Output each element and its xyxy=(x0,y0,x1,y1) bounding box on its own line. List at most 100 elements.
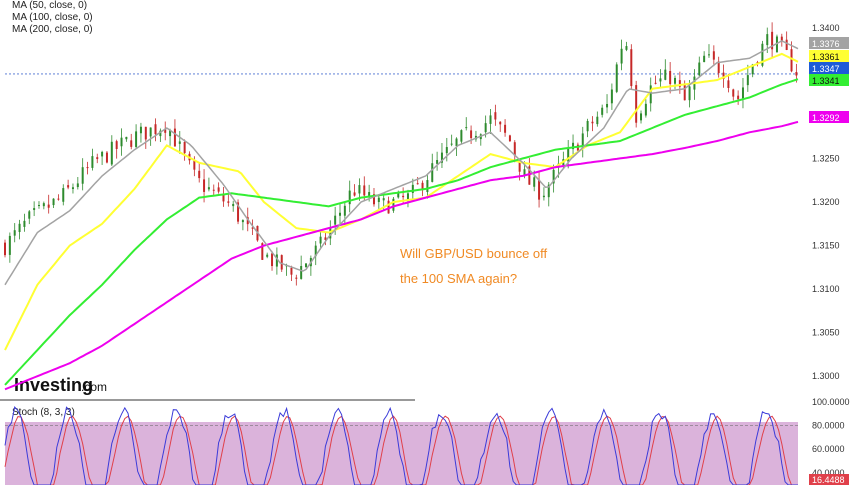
stoch-current-label: 16.4488 xyxy=(812,475,845,485)
candle-body xyxy=(86,167,89,169)
candle-body xyxy=(149,127,152,137)
price-tag: 1.3347 xyxy=(812,64,840,74)
candle-body xyxy=(717,61,720,74)
candle-body xyxy=(523,169,526,175)
candle-body xyxy=(460,130,463,142)
candle-body xyxy=(421,182,424,191)
ma-line-ma-50-close-0- xyxy=(4,52,799,351)
candle-body xyxy=(33,208,36,211)
candle-body xyxy=(669,70,672,85)
candle-body xyxy=(411,184,414,193)
candle-body xyxy=(246,217,249,225)
candle-body xyxy=(207,187,210,190)
candle-body xyxy=(440,152,443,163)
candle-body xyxy=(275,254,278,267)
candle-body xyxy=(620,48,623,64)
candle-body xyxy=(110,141,113,165)
ma-line-gray xyxy=(4,39,799,286)
candle-body xyxy=(348,190,351,205)
watermark-brand: Investing xyxy=(14,375,93,395)
legend-ma100: MA (100, close, 0) xyxy=(12,12,93,23)
price-axis-tick: 1.3200 xyxy=(812,197,840,207)
candle-body xyxy=(120,137,123,147)
candle-body xyxy=(57,198,60,200)
candle-body xyxy=(640,113,643,121)
annotation-line-1: Will GBP/USD bounce off xyxy=(400,246,548,261)
candle-body xyxy=(625,46,628,50)
price-tag: 1.3292 xyxy=(812,113,840,123)
indicator-legend: MA (50, close, 0) MA (100, close, 0) MA … xyxy=(12,0,93,35)
candle-body xyxy=(159,130,162,137)
candle-body xyxy=(173,128,176,147)
candle-body xyxy=(47,204,50,208)
candle-body xyxy=(508,135,511,142)
candle-body xyxy=(402,195,405,198)
candle-body xyxy=(465,127,468,129)
candle-body xyxy=(581,133,584,149)
candle-body xyxy=(266,254,269,257)
candle-body xyxy=(751,64,754,75)
candle-body xyxy=(290,267,293,275)
candle-body xyxy=(406,193,409,200)
candle-body xyxy=(28,211,31,219)
candle-body xyxy=(664,69,667,80)
candle-body xyxy=(222,193,225,202)
stoch-axis-tick: 60.0000 xyxy=(812,444,845,454)
price-axis-tick: 1.3400 xyxy=(812,23,840,33)
watermark-suffix: .com xyxy=(81,380,107,394)
price-axis-tick: 1.3000 xyxy=(812,371,840,381)
annotation-line-2: the 100 SMA again? xyxy=(400,271,517,286)
stoch-panel xyxy=(0,399,798,486)
candle-body xyxy=(552,169,555,184)
candle-body xyxy=(363,185,366,196)
candle-body xyxy=(601,107,604,115)
candle-body xyxy=(203,179,206,192)
candle-body xyxy=(746,75,749,86)
candle-body xyxy=(644,103,647,116)
price-axis-tick: 1.3050 xyxy=(812,328,840,338)
price-tag-bg xyxy=(809,111,849,123)
candle-body xyxy=(387,200,390,214)
candle-body xyxy=(436,160,439,164)
candle-body xyxy=(688,86,691,101)
candle-body xyxy=(518,158,521,172)
candle-body xyxy=(698,62,701,76)
candle-body xyxy=(528,166,531,185)
candle-body xyxy=(319,236,322,244)
stoch-axis-tick: 40.0000 xyxy=(812,468,845,478)
candle-body xyxy=(450,143,453,145)
candle-body xyxy=(494,112,497,120)
candle-body xyxy=(343,205,346,216)
candle-body xyxy=(659,78,662,82)
candle-body xyxy=(392,198,395,211)
candle-body xyxy=(52,198,55,206)
legend-ma50: MA (50, close, 0) xyxy=(12,0,87,11)
candle-body xyxy=(377,197,380,203)
candle-body xyxy=(105,152,108,163)
candle-body xyxy=(766,34,769,46)
candle-body xyxy=(606,103,609,108)
candle-body xyxy=(780,36,783,42)
candle-body xyxy=(261,243,264,260)
candle-body xyxy=(324,237,327,240)
candle-body xyxy=(649,85,652,104)
candle-body xyxy=(183,141,186,154)
candle-body xyxy=(741,87,744,99)
price-panel xyxy=(4,22,799,391)
legend-ma200: MA (200, close, 0) xyxy=(12,24,93,35)
candle-body xyxy=(372,194,375,205)
candle-body xyxy=(431,163,434,182)
candle-body xyxy=(353,192,356,196)
candle-body xyxy=(62,188,65,202)
candle-body xyxy=(722,72,725,80)
candle-body xyxy=(139,126,142,134)
candle-body xyxy=(305,263,308,268)
price-axis-tick: 1.3150 xyxy=(812,241,840,251)
candle-body xyxy=(771,31,774,50)
candle-body xyxy=(567,148,570,162)
candle-body xyxy=(513,142,516,156)
candle-body xyxy=(314,245,317,257)
candle-body xyxy=(499,121,502,125)
candle-body xyxy=(470,130,473,139)
